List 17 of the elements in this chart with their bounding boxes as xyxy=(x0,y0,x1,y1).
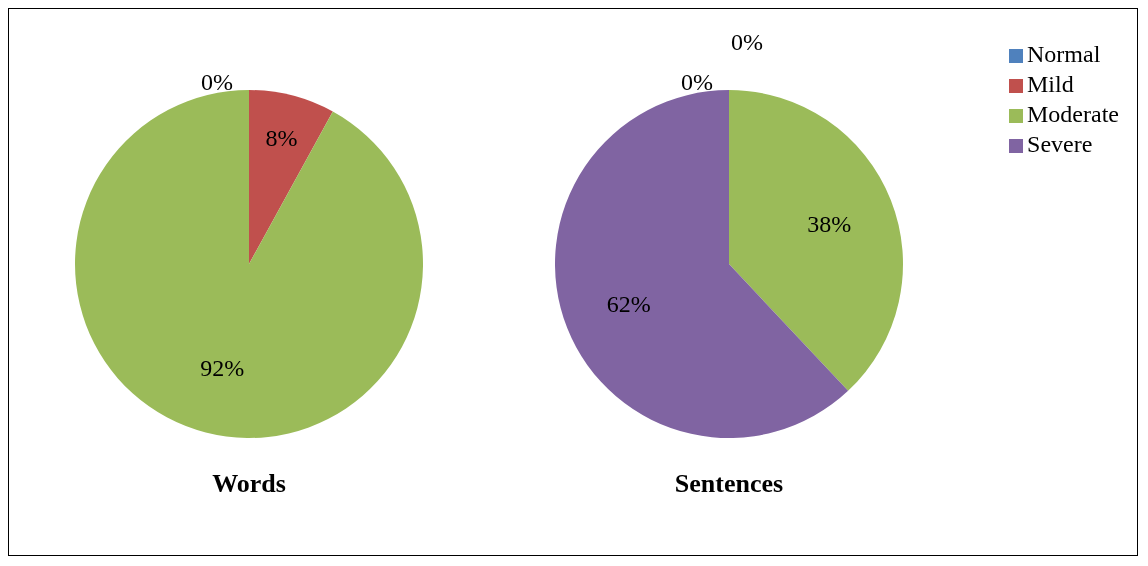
legend-label: Severe xyxy=(1027,131,1093,157)
legend-label: Normal xyxy=(1027,41,1101,67)
pie-slice xyxy=(729,90,903,391)
data-label: 62% xyxy=(606,290,651,317)
text: 0% xyxy=(731,29,763,55)
legend-label: Moderate xyxy=(1027,101,1119,127)
text: Words xyxy=(211,469,287,499)
text: 0% xyxy=(681,69,713,95)
text: 0% xyxy=(201,69,233,95)
legend-label: Mild xyxy=(1027,71,1074,97)
data-label: 92% xyxy=(200,355,245,382)
pie-slice xyxy=(555,90,849,438)
pie-slice xyxy=(249,90,333,264)
pie-slice xyxy=(75,90,423,438)
text: Sentences xyxy=(673,469,785,499)
data-label: 8% xyxy=(265,124,298,151)
data-label: 38% xyxy=(807,211,852,238)
